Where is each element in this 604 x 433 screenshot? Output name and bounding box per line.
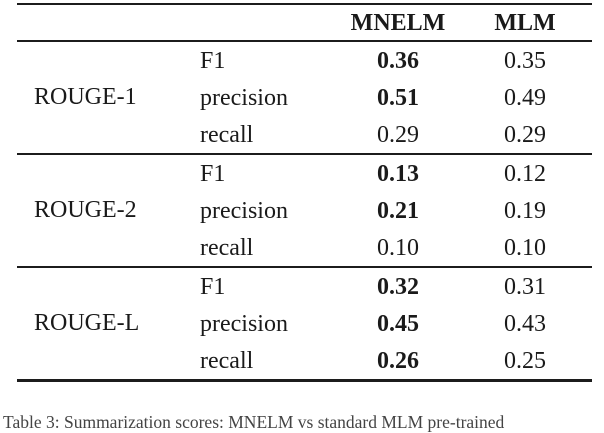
metric-label: precision (200, 310, 288, 337)
mnelm-value: 0.13 (377, 160, 419, 187)
mlm-value: 0.31 (504, 273, 546, 300)
metric-label: recall (200, 234, 254, 261)
mlm-value: 0.19 (504, 197, 546, 224)
mnelm-value: 0.51 (377, 84, 419, 111)
mlm-value: 0.25 (504, 347, 546, 374)
mlm-value: 0.12 (504, 160, 546, 187)
metric-label: recall (200, 347, 254, 374)
table-bottom-rule (17, 379, 592, 382)
mlm-value: 0.29 (504, 121, 546, 148)
group-label-rouge-2: ROUGE-2 (34, 197, 137, 223)
group-separator-rule-2 (17, 266, 592, 268)
header-separator-rule (17, 40, 592, 42)
column-header-mnelm: MNELM (350, 9, 446, 36)
group-label-rouge-l: ROUGE-L (34, 310, 140, 336)
group-rouge-l: ROUGE-L F1 0.32 0.31 precision 0.45 0.43… (17, 268, 592, 379)
results-table: MNELM MLM ROUGE-1 F1 0.36 0.35 precision… (17, 3, 592, 382)
metric-label: precision (200, 197, 288, 224)
group-label-rouge-1: ROUGE-1 (34, 84, 137, 110)
column-header-mlm: MLM (494, 9, 556, 36)
table-caption-clipped: Table 3: Summarization scores: MNELM vs … (3, 412, 505, 432)
mnelm-value: 0.29 (377, 121, 419, 148)
mlm-value: 0.35 (504, 47, 546, 74)
mnelm-value: 0.45 (377, 310, 419, 337)
mnelm-value: 0.21 (377, 197, 419, 224)
metric-label: precision (200, 84, 288, 111)
group-rouge-1: ROUGE-1 F1 0.36 0.35 precision 0.51 0.49… (17, 42, 592, 153)
table-header-row: MNELM MLM (17, 5, 592, 40)
mnelm-value: 0.26 (377, 347, 419, 374)
metric-label: F1 (200, 47, 226, 74)
mnelm-value: 0.10 (377, 234, 419, 261)
group-rouge-2: ROUGE-2 F1 0.13 0.12 precision 0.21 0.19… (17, 155, 592, 266)
group-separator-rule-1 (17, 153, 592, 155)
metric-label: recall (200, 121, 254, 148)
mlm-value: 0.49 (504, 84, 546, 111)
mnelm-value: 0.36 (377, 47, 419, 74)
metric-label: F1 (200, 160, 226, 187)
table-top-rule (17, 3, 592, 5)
metric-label: F1 (200, 273, 226, 300)
mlm-value: 0.10 (504, 234, 546, 261)
mnelm-value: 0.32 (377, 273, 419, 300)
mlm-value: 0.43 (504, 310, 546, 337)
